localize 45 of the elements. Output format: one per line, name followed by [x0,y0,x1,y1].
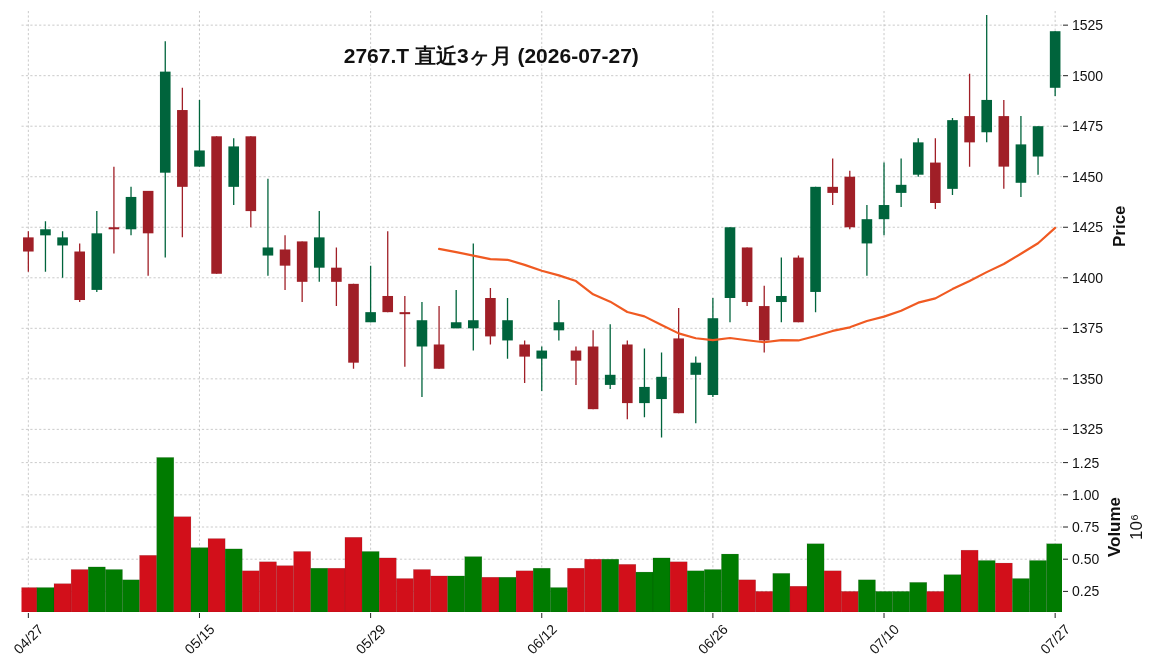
y-axis-title: Volume [1104,496,1124,558]
candlestick [536,345,548,392]
candlestick [656,351,667,439]
candlestick [467,242,479,352]
candlestick [878,161,890,236]
y-axis-title: Price [1109,205,1129,248]
line-series [437,226,1057,344]
y-tick-label: 1525 [1072,17,1104,34]
y-tick-label: 0.25 [1072,583,1100,600]
y-tick-label: 1500 [1072,67,1104,84]
candlestick [827,157,838,206]
candlestick [23,230,34,273]
candlestick [776,256,787,323]
y-tick-label: 1.25 [1072,454,1100,471]
y-tick-label: 1400 [1072,269,1104,286]
y-tick-label: 1450 [1072,168,1104,185]
y-tick-label: 0.50 [1072,551,1100,568]
candlestick [57,230,68,279]
candlestick [570,345,582,386]
text: 10⁶ [1126,514,1146,540]
candlestick [279,234,291,291]
y-tick-label: 1475 [1072,118,1104,135]
candlestick [604,323,616,390]
candlestick [331,246,342,307]
candlestick [399,295,411,368]
candlestick [365,265,376,323]
y-tick-label: 1425 [1072,219,1104,236]
candlestick [382,230,394,313]
candlestick [639,347,650,418]
text: 2767.T 直近3ヶ月 (2026-07-27) [343,43,639,67]
y-tick-label: 1375 [1072,320,1104,337]
candlestick [502,297,513,360]
candlestick [40,220,51,273]
candlestick [690,355,702,424]
candlestick [262,178,274,277]
candlestick [519,339,530,384]
y-tick-label: 1.00 [1072,486,1100,503]
y-tick-label: 1350 [1072,370,1104,387]
y-tick-label: 0.75 [1072,519,1100,535]
y-tick-label: 1325 [1072,421,1104,438]
candlestick [194,99,205,168]
candlestick [553,299,565,342]
candlestick [450,289,462,329]
candlestick [108,165,120,255]
candlestick [895,157,907,208]
